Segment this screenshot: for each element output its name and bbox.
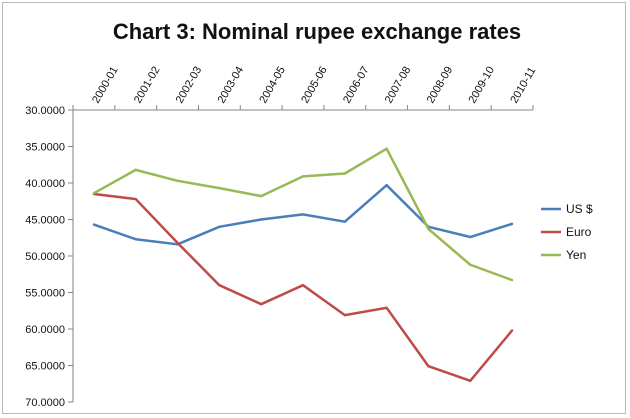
data-point-us [510, 222, 514, 226]
legend: US $ Euro Yen [541, 202, 593, 262]
data-point-euro [427, 365, 430, 368]
y-tick-label: 40.0000 [25, 178, 65, 190]
data-point-euro [218, 284, 221, 287]
data-point-euro [510, 329, 514, 332]
y-tick-label: 65.0000 [25, 361, 65, 373]
data-point-us [218, 225, 221, 228]
chart-frame: Chart 3: Nominal rupee exchange rates 30… [2, 2, 626, 414]
x-tick-label: 2007-08 [383, 65, 414, 106]
x-tick-label: 2001-02 [132, 65, 163, 106]
y-tick-label: 60.0000 [25, 324, 65, 336]
x-axis: 2000-01 2001-02 2002-03 2003-04 2004-05 2005-… [72, 65, 538, 111]
data-point-yen [427, 227, 430, 231]
data-point-yen [92, 192, 96, 195]
y-tick-label: 35.0000 [25, 142, 65, 154]
x-tick-label: 2003-04 [216, 65, 247, 106]
data-point-yen [259, 194, 263, 198]
data-point-us [343, 220, 347, 223]
data-point-yen [469, 263, 472, 266]
series-lines [92, 147, 514, 383]
y-tick-label: 45.0000 [25, 215, 65, 227]
data-point-euro [301, 284, 305, 287]
y-axis: 30.0000 35.0000 40.0000 45.0000 50.0000 55.00… [25, 105, 74, 409]
data-point-yen [134, 168, 137, 172]
x-tick-label: 2005-06 [299, 65, 330, 106]
data-point-euro [134, 197, 137, 201]
series-line-euro [93, 192, 514, 383]
legend-label-yen: Yen [566, 248, 586, 262]
data-point-yen [218, 186, 221, 190]
data-point-euro [385, 306, 388, 310]
data-point-us [385, 183, 388, 187]
data-point-euro [469, 379, 472, 383]
data-point-euro [259, 302, 263, 306]
x-tick-label: 2009-10 [466, 65, 497, 106]
data-point-euro [176, 241, 179, 245]
x-tick-label: 2000-01 [90, 65, 121, 106]
x-tick-label: 2004-05 [257, 65, 288, 106]
data-point-yen [343, 172, 347, 175]
y-tick-label: 55.0000 [25, 288, 65, 300]
data-point-yen [301, 175, 305, 178]
x-tick-label: 2002-03 [174, 65, 205, 106]
data-point-us [301, 213, 305, 216]
data-point-us [134, 238, 137, 241]
data-point-us [259, 218, 263, 221]
data-point-euro [343, 313, 347, 317]
x-tick-label: 2006-07 [341, 65, 372, 106]
data-point-yen [385, 147, 388, 150]
y-tick-label: 70.0000 [25, 397, 65, 409]
chart-title: Chart 3: Nominal rupee exchange rates [113, 19, 521, 44]
x-tick-label: 2008-09 [425, 65, 456, 106]
x-tick-label: 2010-11 [508, 65, 538, 105]
legend-label-euro: Euro [566, 225, 592, 239]
line-chart: Chart 3: Nominal rupee exchange rates 30… [25, 19, 593, 409]
data-point-yen [510, 278, 514, 282]
y-tick-label: 50.0000 [25, 251, 65, 263]
y-tick-label: 30.0000 [25, 105, 65, 117]
legend-label-us: US $ [566, 202, 593, 216]
data-point-us [92, 223, 96, 226]
data-point-us [469, 235, 472, 239]
data-point-yen [176, 179, 179, 183]
